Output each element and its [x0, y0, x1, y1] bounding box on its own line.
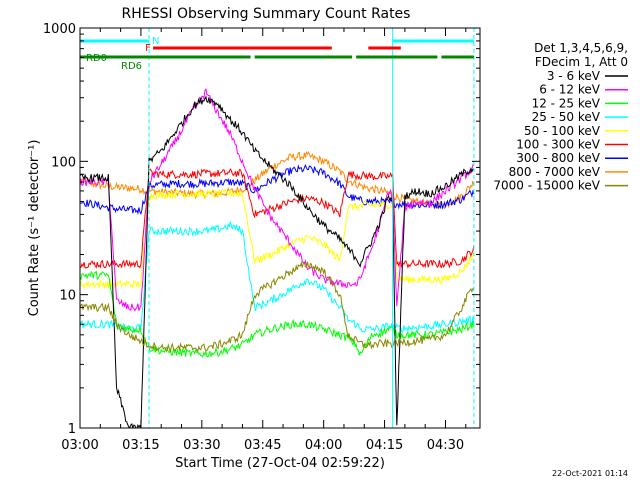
- legend-label-800-7000-kev: 800 - 7000 keV: [509, 165, 601, 179]
- marker-lines: [80, 28, 475, 428]
- state-bar-n: N: [80, 36, 474, 47]
- state-bar-segment: [80, 39, 150, 43]
- series-line-800-7000-kev: [80, 150, 475, 210]
- x-tick-label: 03:45: [244, 438, 281, 453]
- plot-frame: [79, 27, 481, 429]
- legend-header-2: FDecim 1, Att 0: [535, 55, 628, 69]
- x-tick-label: 03:15: [122, 438, 159, 453]
- series-line-7000-15000-kev: [80, 261, 475, 354]
- state-bar-label: F: [145, 43, 151, 54]
- state-bar-f: F: [145, 43, 401, 54]
- state-bar-label: N: [152, 36, 159, 47]
- series-line-3-6-kev: [80, 95, 475, 428]
- footer-timestamp: 22-Oct-2021 01:14: [552, 469, 628, 478]
- state-bar-segment: [368, 46, 401, 50]
- state-bars: NF RD0 RD6: [80, 36, 474, 72]
- x-tick-label: 04:15: [366, 438, 403, 453]
- legend: Det 1,3,4,5,6,9, FDecim 1, Att 0 3 - 6 k…: [493, 41, 628, 193]
- series-line-6-12-kev: [80, 87, 475, 312]
- state-bar-rd: [80, 55, 474, 59]
- state-label-rd6: RD6: [121, 61, 142, 72]
- state-bar-segment: [254, 55, 353, 59]
- chart-title: RHESSI Observing Summary Count Rates: [122, 6, 411, 22]
- series-line-25-50-kev: [80, 221, 475, 333]
- x-tick-label: 04:00: [305, 438, 342, 453]
- legend-header-1: Det 1,3,4,5,6,9,: [534, 41, 628, 55]
- series-line-100-300-kev: [80, 168, 475, 269]
- x-tick-label: 03:30: [183, 438, 220, 453]
- legend-label-7000-15000-kev: 7000 - 15000 keV: [493, 179, 600, 193]
- y-tick-label: 100: [51, 155, 76, 170]
- x-tick-label: 03:00: [61, 438, 98, 453]
- legend-label-300-800-kev: 300 - 800 keV: [516, 151, 600, 165]
- state-bar-segment: [392, 39, 474, 43]
- state-bar-segment: [80, 55, 251, 59]
- y-axis: 1 10 100 1000: [43, 22, 480, 437]
- y-tick-label: 10: [59, 289, 76, 304]
- state-label-rd0: RD0: [86, 53, 107, 64]
- legend-label-6-12-kev: 6 - 12 keV: [539, 83, 601, 97]
- state-bar-segment: [356, 55, 438, 59]
- y-axis-label: Count Rate (s⁻¹ detector⁻¹): [27, 140, 42, 317]
- state-bar-segment: [441, 55, 474, 59]
- x-tick-label: 04:30: [427, 438, 464, 453]
- state-bar-segment: [153, 46, 332, 50]
- legend-label-50-100-kev: 50 - 100 keV: [524, 124, 601, 138]
- legend-label-25-50-kev: 25 - 50 keV: [532, 110, 601, 124]
- x-axis: 03:00 03:15 03:30 03:45 04:00 04:15 04:30: [61, 28, 467, 453]
- series-line-300-800-kev: [80, 164, 475, 215]
- legend-label-100-300-kev: 100 - 300 keV: [516, 138, 600, 152]
- legend-label-3-6-kev: 3 - 6 keV: [547, 69, 601, 83]
- series-layer: [80, 87, 475, 428]
- y-tick-label: 1: [68, 422, 76, 437]
- x-axis-label: Start Time (27-Oct-04 02:59:22): [175, 456, 385, 471]
- legend-label-12-25-kev: 12 - 25 keV: [532, 96, 601, 110]
- y-tick-label: 1000: [43, 22, 76, 37]
